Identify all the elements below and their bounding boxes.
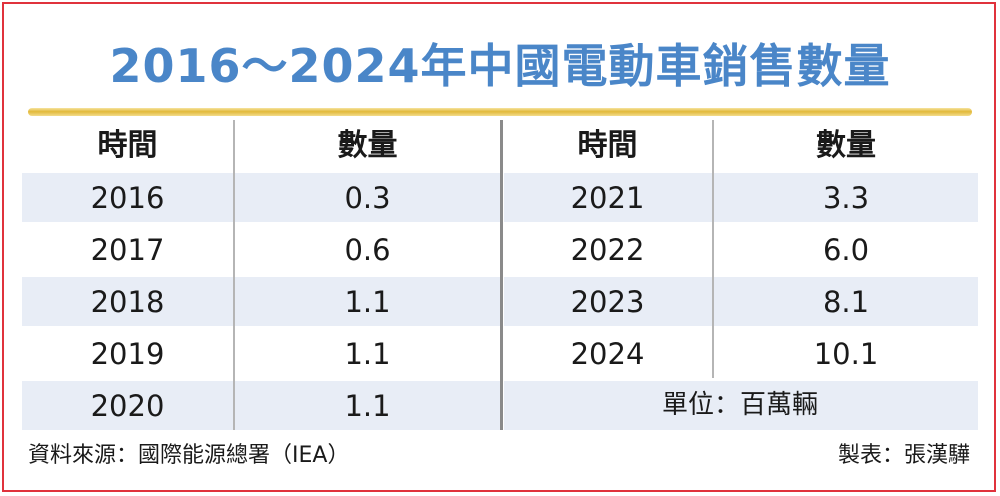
cell-year-2024: 2024 — [570, 337, 645, 371]
stripe-right-2021 — [504, 173, 978, 222]
cell-year-2016: 2016 — [90, 181, 165, 215]
source-note: 資料來源：國際能源總署（IEA） — [28, 443, 350, 468]
header-qty-left: 數量 — [337, 128, 398, 163]
cell-value-2016: 0.3 — [344, 181, 391, 215]
cell-year-2022: 2022 — [570, 233, 645, 267]
cell-value-2021: 3.3 — [822, 181, 870, 215]
divider-table-halves — [500, 120, 503, 430]
cell-value-2023: 8.1 — [822, 285, 870, 319]
cell-year-2021: 2021 — [570, 181, 645, 215]
cell-year-2023: 2023 — [570, 285, 645, 319]
cell-year-2018: 2018 — [90, 285, 165, 319]
cell-value-2017: 0.6 — [344, 233, 391, 267]
cell-value-2018: 1.1 — [344, 285, 391, 319]
cell-value-2019: 1.1 — [344, 337, 391, 371]
cell-value-2022: 6.0 — [822, 233, 870, 267]
stripe-right-2023 — [504, 277, 978, 326]
cell-year-2019: 2019 — [90, 337, 165, 371]
stripe-left-2016 — [22, 173, 500, 222]
cell-year-2017: 2017 — [90, 233, 165, 267]
cell-value-2024: 10.1 — [813, 337, 879, 371]
header-year-right: 時間 — [577, 128, 638, 163]
header-year-left: 時間 — [97, 128, 158, 163]
cell-year-2020: 2020 — [90, 389, 165, 423]
stripe-right-unit — [504, 381, 978, 430]
cell-value-2020: 1.1 — [344, 389, 391, 423]
table-title: 2016～2024年中國電動車銷售數量 — [109, 39, 891, 93]
title-underline — [28, 108, 972, 116]
header-qty-right: 數量 — [816, 128, 876, 163]
unit-note: 單位：百萬輛 — [661, 390, 818, 420]
stripe-left-2018 — [22, 277, 500, 326]
stripe-left-2020 — [22, 381, 500, 430]
divider-left-columns — [233, 120, 235, 430]
divider-right-columns — [712, 120, 714, 378]
maker-note: 製表：張漢驊 — [837, 443, 970, 468]
